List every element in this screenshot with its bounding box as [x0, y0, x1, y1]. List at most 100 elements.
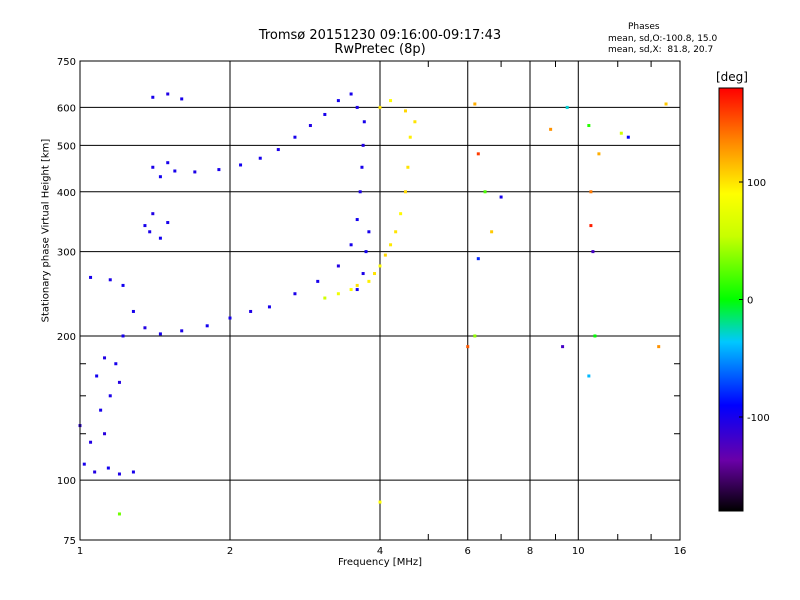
- y-tick-label: 750: [57, 57, 76, 68]
- data-point: [587, 374, 591, 378]
- data-point: [373, 272, 377, 276]
- data-point: [626, 135, 630, 139]
- data-point: [565, 105, 569, 109]
- x-tick-label: 8: [527, 546, 533, 557]
- data-point: [561, 345, 565, 349]
- x-tick-label: 2: [227, 546, 233, 557]
- data-point: [166, 221, 170, 225]
- data-point: [151, 95, 155, 99]
- data-point: [476, 152, 480, 156]
- y-tick-label: 200: [57, 332, 76, 343]
- points-layer: [78, 92, 668, 516]
- data-point: [378, 264, 382, 268]
- colorbar-tick-label: -100: [747, 413, 770, 424]
- data-point: [367, 230, 371, 234]
- data-point: [355, 283, 359, 287]
- data-point: [408, 135, 412, 139]
- data-point: [108, 394, 112, 398]
- data-point: [143, 224, 147, 228]
- data-point: [151, 212, 155, 216]
- y-tick-label: 600: [57, 103, 76, 114]
- phases-o-stats: mean, sd,O:-100.8, 15.0: [608, 34, 718, 44]
- data-point: [106, 466, 110, 470]
- data-point: [476, 257, 480, 261]
- data-point: [466, 345, 470, 349]
- data-point: [166, 161, 170, 165]
- data-point: [383, 253, 387, 257]
- data-point: [308, 124, 312, 128]
- data-point: [121, 283, 125, 287]
- data-point: [360, 165, 364, 169]
- data-point: [364, 250, 368, 254]
- data-point: [336, 264, 340, 268]
- colorbar-tick-label: 100: [747, 178, 766, 189]
- data-point: [114, 362, 118, 366]
- x-axis-label: Frequency [MHz]: [337, 557, 423, 568]
- x-tick-label: 1: [77, 546, 83, 557]
- colorbar-ticks: -100 0 100: [739, 178, 770, 424]
- y-tick-label: 400: [57, 188, 76, 199]
- data-point: [349, 92, 353, 96]
- data-point: [394, 230, 398, 234]
- data-point: [117, 512, 121, 516]
- data-point: [249, 309, 253, 313]
- data-point: [103, 356, 107, 360]
- data-point: [358, 190, 362, 194]
- y-tick-label: 500: [57, 141, 76, 152]
- data-point: [473, 334, 477, 338]
- data-point: [228, 316, 232, 320]
- data-point: [483, 190, 487, 194]
- x-tick-label: 10: [572, 546, 585, 557]
- colorbar-tick-label: 0: [747, 296, 753, 307]
- x-tick-label: 16: [674, 546, 687, 557]
- data-point: [664, 102, 668, 106]
- data-point: [180, 97, 184, 101]
- data-point: [403, 190, 407, 194]
- grid-layer: [80, 61, 680, 540]
- data-point: [158, 332, 162, 336]
- data-point: [323, 296, 327, 300]
- data-point: [389, 99, 393, 103]
- data-point: [389, 243, 393, 247]
- data-point: [180, 329, 184, 333]
- data-point: [591, 250, 595, 254]
- data-point: [378, 105, 382, 109]
- data-point: [267, 305, 271, 309]
- data-point: [89, 275, 93, 279]
- data-point: [166, 92, 170, 96]
- data-point: [323, 112, 327, 116]
- data-point: [239, 163, 243, 167]
- plot-frame: [79, 60, 681, 541]
- data-point: [99, 408, 103, 412]
- y-tick-label: 300: [57, 248, 76, 259]
- data-point: [406, 165, 410, 169]
- data-point: [117, 472, 121, 476]
- data-point: [93, 470, 97, 474]
- data-point: [103, 432, 107, 436]
- data-point: [349, 288, 353, 292]
- data-point: [89, 440, 93, 444]
- y-tick-label: 100: [57, 476, 76, 487]
- data-point: [589, 224, 593, 228]
- data-point: [276, 148, 280, 152]
- data-point: [355, 105, 359, 109]
- data-point: [367, 279, 371, 283]
- data-point: [217, 168, 221, 172]
- x-tick-label: 4: [377, 546, 383, 557]
- data-point: [403, 109, 407, 113]
- colorbar-label: [deg]: [716, 70, 748, 84]
- data-point: [473, 102, 477, 106]
- data-point: [597, 152, 601, 156]
- data-point: [499, 195, 503, 199]
- ticks-layer: 1 2 4 6 8 10 16 75 100 200 300 400 500 600 750: [57, 57, 686, 557]
- data-point: [117, 380, 121, 384]
- data-point: [293, 135, 297, 139]
- data-point: [143, 326, 147, 330]
- data-point: [399, 212, 403, 216]
- phases-x-stats: mean, sd,X: 81.8, 20.7: [608, 45, 714, 55]
- data-point: [413, 120, 417, 124]
- data-point: [121, 334, 125, 338]
- data-point: [378, 500, 382, 504]
